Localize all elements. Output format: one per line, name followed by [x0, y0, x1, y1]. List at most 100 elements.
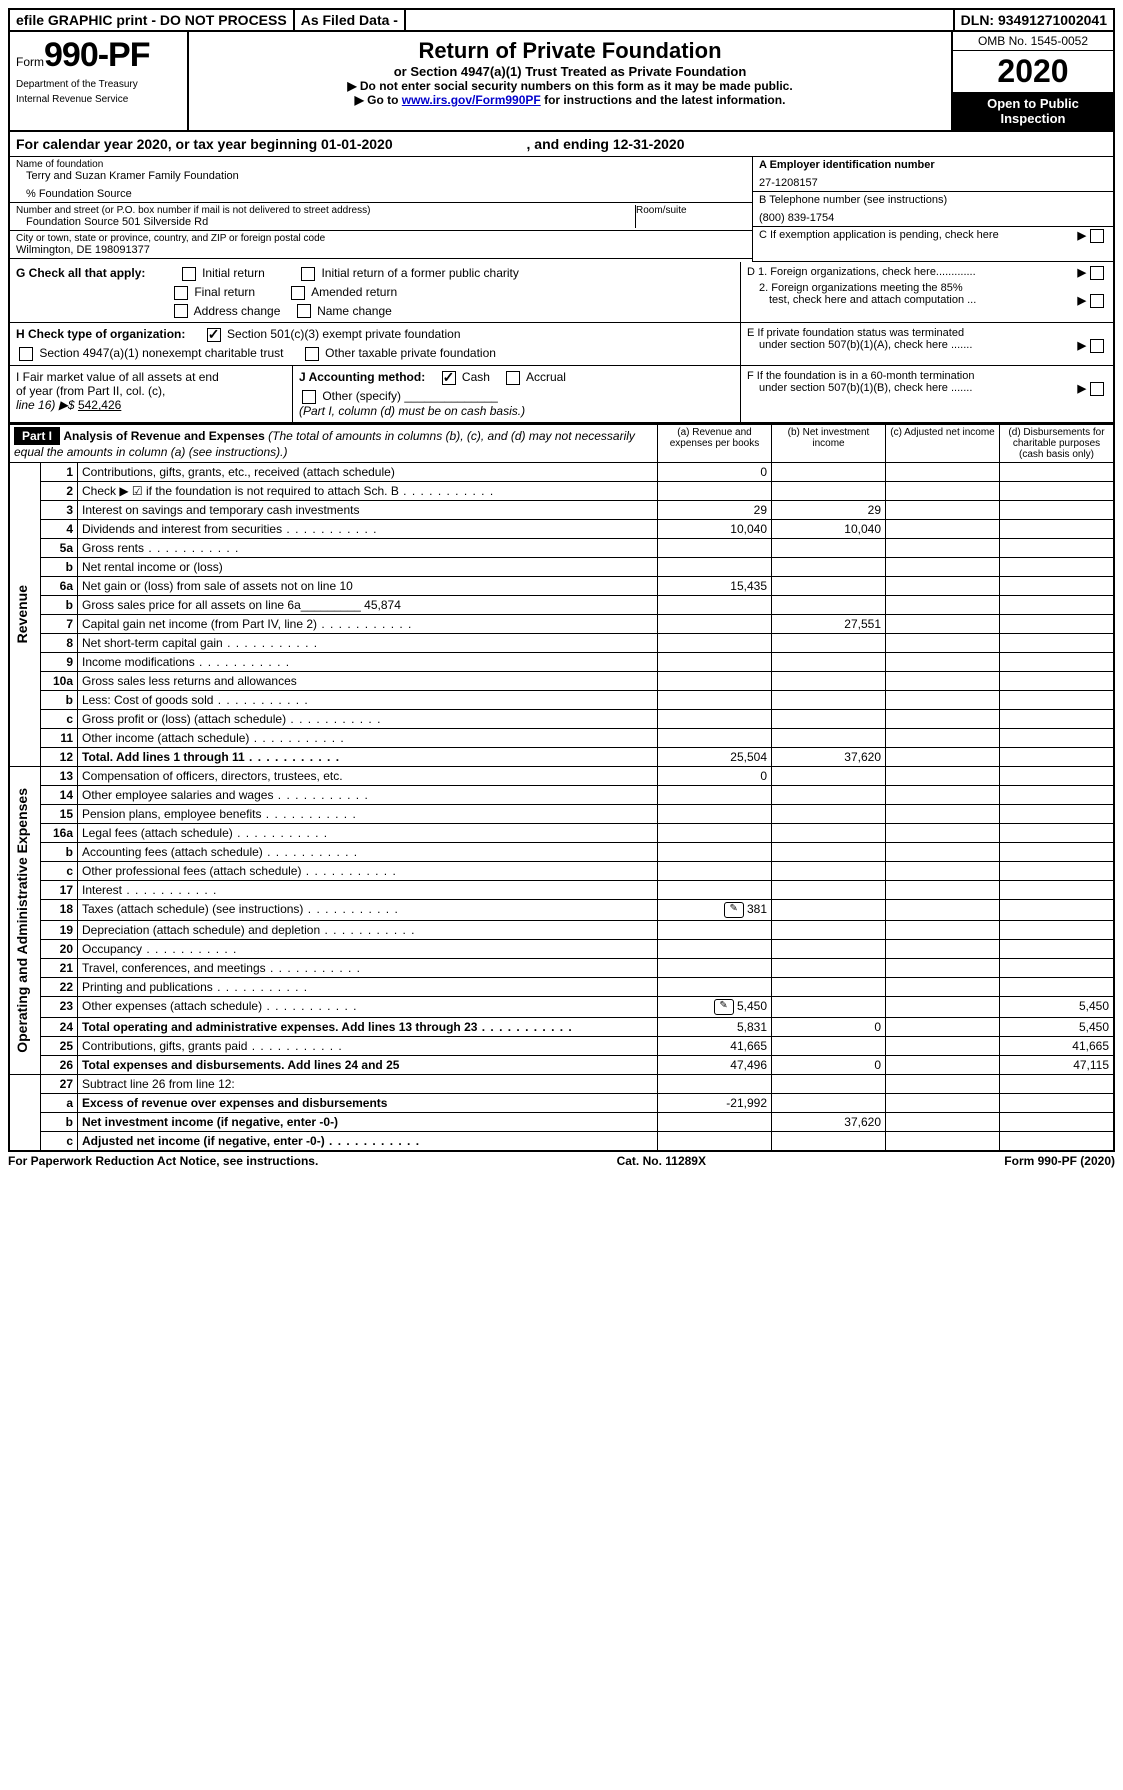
ein-value: 27-1208157	[759, 177, 1107, 189]
footer-mid: Cat. No. 11289X	[617, 1154, 706, 1168]
table-row: 14Other employee salaries and wages	[9, 785, 1114, 804]
form-title: Return of Private Foundation	[195, 38, 945, 64]
table-row: 5aGross rents	[9, 538, 1114, 557]
table-row: Revenue1Contributions, gifts, grants, et…	[9, 462, 1114, 481]
table-row: Operating and Administrative Expenses13C…	[9, 766, 1114, 785]
table-row: bAccounting fees (attach schedule)	[9, 842, 1114, 861]
table-row: 15Pension plans, employee benefits	[9, 804, 1114, 823]
section-ijf: I Fair market value of all assets at end…	[8, 366, 1115, 424]
header-right: OMB No. 1545-0052 2020 Open to Public In…	[951, 32, 1113, 130]
table-row: 23Other expenses (attach schedule)✎ 5,45…	[9, 996, 1114, 1017]
accrual-checkbox[interactable]	[506, 371, 520, 385]
form-header: Form990-PF Department of the Treasury In…	[8, 32, 1115, 132]
table-row: 18Taxes (attach schedule) (see instructi…	[9, 899, 1114, 920]
footer-right: Form 990-PF (2020)	[1004, 1154, 1115, 1168]
table-row: bLess: Cost of goods sold	[9, 690, 1114, 709]
table-row: 16aLegal fees (attach schedule)	[9, 823, 1114, 842]
table-row: 3Interest on savings and temporary cash …	[9, 500, 1114, 519]
street-address: Foundation Source 501 Silverside Rd	[16, 216, 635, 228]
name-label: Name of foundation	[16, 159, 746, 170]
other-method-checkbox[interactable]	[302, 390, 316, 404]
form-prefix: Form	[16, 55, 44, 69]
table-row: aExcess of revenue over expenses and dis…	[9, 1093, 1114, 1112]
amended-return-checkbox[interactable]	[291, 286, 305, 300]
table-row: 6aNet gain or (loss) from sale of assets…	[9, 576, 1114, 595]
table-row: 9Income modifications	[9, 652, 1114, 671]
top-spacer	[406, 10, 955, 30]
table-row: 10aGross sales less returns and allowanc…	[9, 671, 1114, 690]
addr-label: Number and street (or P.O. box number if…	[16, 205, 635, 216]
form-subtitle: or Section 4947(a)(1) Trust Treated as P…	[195, 64, 945, 79]
table-row: 22Printing and publications	[9, 977, 1114, 996]
table-row: cAdjusted net income (if negative, enter…	[9, 1131, 1114, 1151]
table-row: 24Total operating and administrative exp…	[9, 1017, 1114, 1036]
table-row: 17Interest	[9, 880, 1114, 899]
calendar-year-row: For calendar year 2020, or tax year begi…	[8, 132, 1115, 157]
part1-label: Part I	[14, 427, 60, 445]
header-center: Return of Private Foundation or Section …	[189, 32, 951, 130]
foundation-name: Terry and Suzan Kramer Family Foundation	[16, 170, 746, 182]
dept-line-2: Internal Revenue Service	[16, 94, 181, 105]
page-footer: For Paperwork Reduction Act Notice, see …	[8, 1152, 1115, 1168]
e-checkbox[interactable]	[1090, 339, 1104, 353]
care-of: % Foundation Source	[16, 188, 746, 200]
table-row: 2Check ▶ ☑ if the foundation is not requ…	[9, 481, 1114, 500]
table-row: cGross profit or (loss) (attach schedule…	[9, 709, 1114, 728]
tax-year: 2020	[953, 51, 1113, 92]
section-h: H Check type of organization: Section 50…	[8, 323, 1115, 366]
instr-1: ▶ Do not enter social security numbers o…	[195, 79, 945, 93]
f-checkbox[interactable]	[1090, 382, 1104, 396]
footer-left: For Paperwork Reduction Act Notice, see …	[8, 1154, 318, 1168]
name-change-checkbox[interactable]	[297, 304, 311, 318]
form-number: 990-PF	[44, 36, 150, 74]
ein-label: A Employer identification number	[759, 159, 1107, 171]
irs-link[interactable]: www.irs.gov/Form990PF	[402, 93, 541, 107]
table-row: 12Total. Add lines 1 through 1125,50437,…	[9, 747, 1114, 766]
501c3-checkbox[interactable]	[207, 328, 221, 342]
table-row: 7Capital gain net income (from Part IV, …	[9, 614, 1114, 633]
table-row: 21Travel, conferences, and meetings	[9, 958, 1114, 977]
col-c-header: (c) Adjusted net income	[886, 424, 1000, 462]
header-left: Form990-PF Department of the Treasury In…	[10, 32, 189, 130]
table-row: 26Total expenses and disbursements. Add …	[9, 1055, 1114, 1074]
room-label: Room/suite	[636, 205, 746, 216]
table-row: 20Occupancy	[9, 939, 1114, 958]
phone-label: B Telephone number (see instructions)	[759, 194, 1107, 206]
initial-return-checkbox[interactable]	[182, 267, 196, 281]
city-state-zip: Wilmington, DE 198091377	[16, 244, 746, 256]
attachment-icon[interactable]: ✎	[724, 902, 744, 918]
table-row: 4Dividends and interest from securities1…	[9, 519, 1114, 538]
identity-block: Name of foundation Terry and Suzan Krame…	[8, 157, 1115, 262]
section-g: G Check all that apply: Initial return I…	[8, 262, 1115, 323]
omb-number: OMB No. 1545-0052	[953, 32, 1113, 51]
dln-label: DLN: 93491271002041	[955, 10, 1113, 30]
table-row: 19Depreciation (attach schedule) and dep…	[9, 920, 1114, 939]
d2-checkbox[interactable]	[1090, 294, 1104, 308]
table-row: bGross sales price for all assets on lin…	[9, 595, 1114, 614]
table-row: 8Net short-term capital gain	[9, 633, 1114, 652]
table-row: 11Other income (attach schedule)	[9, 728, 1114, 747]
efile-notice: efile GRAPHIC print - DO NOT PROCESS	[10, 10, 295, 30]
4947a1-checkbox[interactable]	[19, 347, 33, 361]
other-taxable-checkbox[interactable]	[305, 347, 319, 361]
city-label: City or town, state or province, country…	[16, 233, 746, 244]
instr-2: ▶ Go to www.irs.gov/Form990PF for instru…	[195, 93, 945, 107]
table-row: cOther professional fees (attach schedul…	[9, 861, 1114, 880]
col-a-header: (a) Revenue and expenses per books	[658, 424, 772, 462]
final-return-checkbox[interactable]	[174, 286, 188, 300]
col-d-header: (d) Disbursements for charitable purpose…	[1000, 424, 1115, 462]
part1-table: Part I Analysis of Revenue and Expenses …	[8, 424, 1115, 1152]
address-change-checkbox[interactable]	[174, 304, 188, 318]
d1-checkbox[interactable]	[1090, 266, 1104, 280]
initial-former-checkbox[interactable]	[301, 267, 315, 281]
top-bar: efile GRAPHIC print - DO NOT PROCESS As …	[8, 8, 1115, 32]
cash-checkbox[interactable]	[442, 371, 456, 385]
col-b-header: (b) Net investment income	[772, 424, 886, 462]
table-row: 25Contributions, gifts, grants paid41,66…	[9, 1036, 1114, 1055]
table-row: bNet rental income or (loss)	[9, 557, 1114, 576]
asfiled-label: As Filed Data -	[295, 10, 406, 30]
exemption-label: C If exemption application is pending, c…	[759, 229, 999, 241]
fmv-value: 542,426	[78, 398, 121, 412]
exemption-checkbox[interactable]	[1090, 229, 1104, 243]
attachment-icon[interactable]: ✎	[714, 999, 734, 1015]
